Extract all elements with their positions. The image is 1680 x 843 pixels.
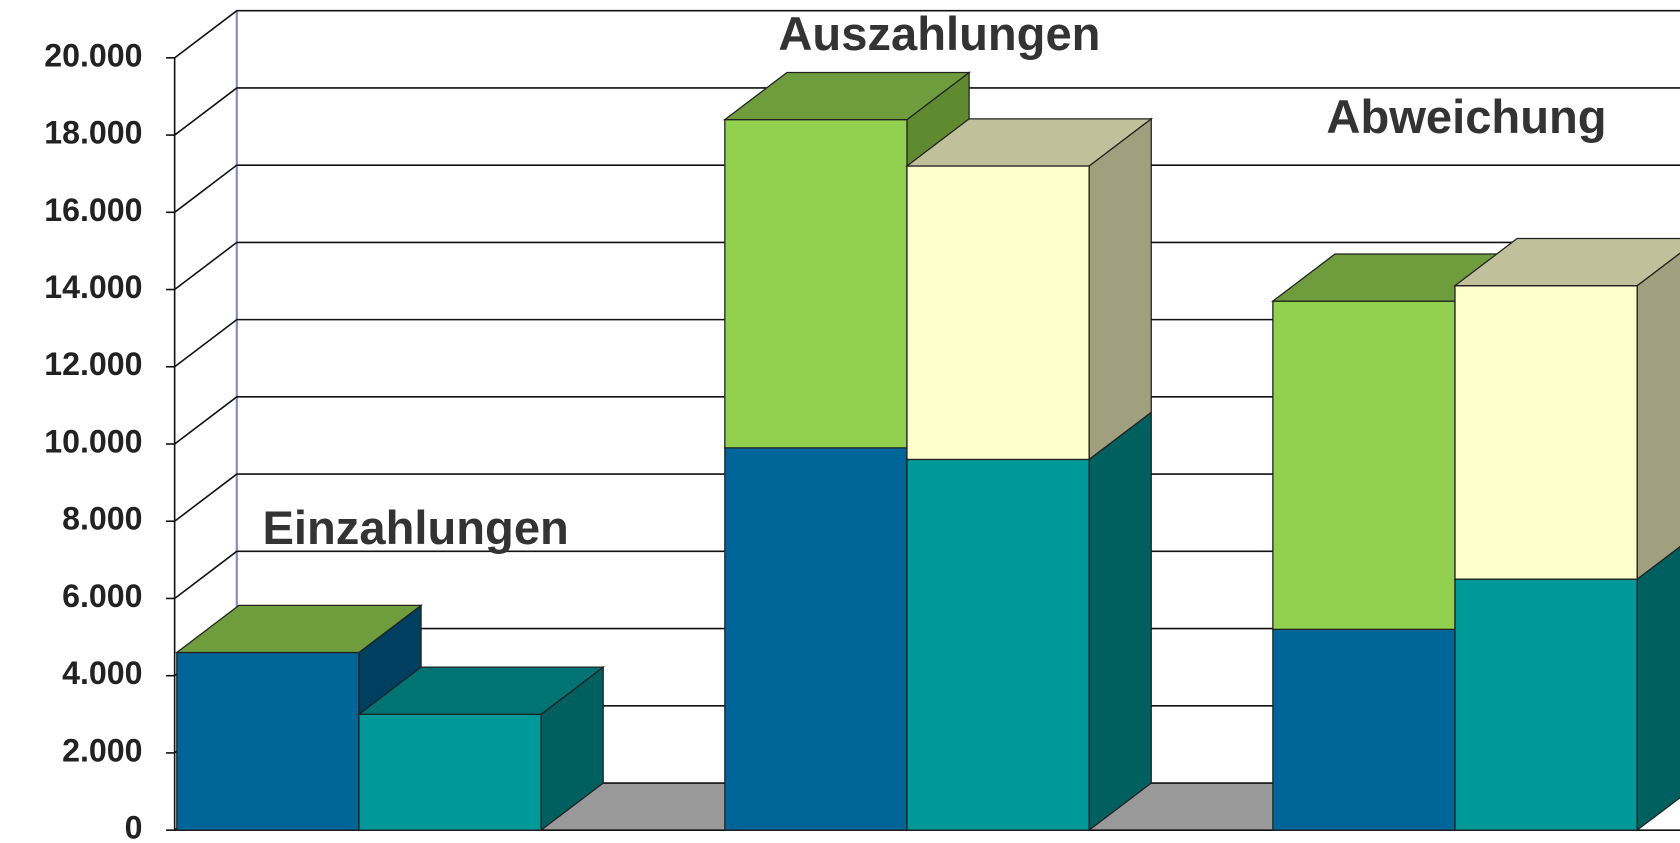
bar-segment — [1454, 578, 1638, 831]
grid-line — [174, 318, 1680, 368]
bar-side — [1636, 545, 1680, 832]
bar-top — [357, 666, 606, 715]
grid-line — [174, 473, 1680, 522]
bar-segment — [1272, 300, 1456, 630]
y-tick-label: 12.000 — [44, 346, 142, 382]
y-tick-label: 10.000 — [44, 423, 142, 459]
y-tick-label: 20.000 — [44, 37, 142, 73]
y-tick-label: 8.000 — [62, 501, 142, 537]
bar-segment — [1272, 628, 1456, 831]
grid-line — [174, 241, 1680, 291]
grid-line — [174, 164, 1680, 213]
bar-top — [174, 604, 423, 654]
bar-top — [1453, 237, 1680, 287]
y-tick-label: 14.000 — [44, 269, 142, 305]
y-tick-label: 16.000 — [44, 192, 142, 228]
grid-line — [174, 396, 1680, 445]
bar-segment — [176, 651, 360, 831]
y-tick-label: 6.000 — [62, 578, 142, 614]
grid-line — [174, 550, 1680, 600]
bar-side — [1636, 252, 1680, 581]
bar-segment — [906, 458, 1090, 831]
category-label: Abweichung — [1326, 90, 1606, 143]
y-tick-label: 2.000 — [62, 732, 142, 768]
bar-segment — [724, 447, 908, 831]
grid-line — [174, 9, 1680, 59]
y-tick-label: 0 — [125, 810, 143, 843]
bar-top — [722, 71, 972, 121]
grid-line — [174, 87, 1680, 136]
bar-segment — [906, 165, 1090, 461]
bar-side — [1088, 411, 1152, 832]
category-label: Einzahlungen — [263, 501, 569, 554]
bar-segment — [1454, 285, 1638, 580]
bar-segment — [358, 713, 542, 831]
bar-side — [1088, 117, 1152, 461]
category-label: Auszahlungen — [778, 7, 1100, 60]
y-tick-label: 4.000 — [62, 655, 142, 691]
bar-segment — [724, 118, 908, 449]
bar-top — [905, 118, 1154, 167]
y-tick-label: 18.000 — [44, 115, 142, 151]
